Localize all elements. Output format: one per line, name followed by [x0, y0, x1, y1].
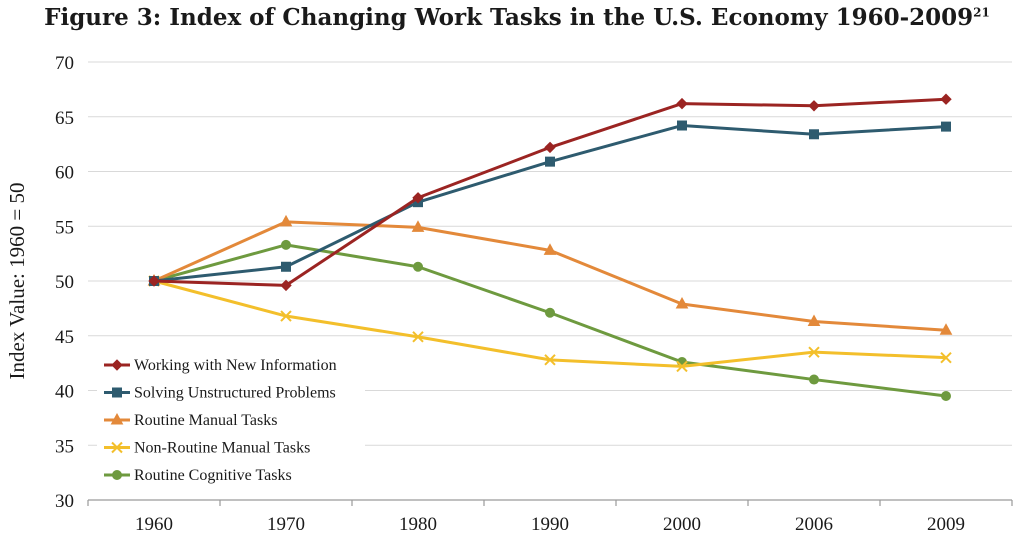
data-point-x: [808, 346, 820, 358]
x-tick-label: 1980: [399, 514, 437, 535]
data-point-x: [412, 331, 424, 343]
data-point-x: [544, 354, 556, 366]
chart-title-footnote: 21: [973, 5, 990, 20]
data-point-triangle: [110, 412, 124, 425]
y-tick-label: 70: [55, 53, 74, 74]
data-point-square: [112, 387, 122, 398]
data-point-square: [941, 121, 951, 132]
legend-item: Routine Cognitive Tasks: [104, 467, 292, 484]
legend-label: Working with New Information: [134, 357, 337, 374]
series-diamond: [148, 93, 952, 292]
legend-label: Non-Routine Manual Tasks: [134, 440, 310, 457]
data-point-circle: [112, 470, 122, 480]
data-point-diamond: [808, 100, 820, 112]
legend: Working with New Information Solving Unst…: [97, 350, 365, 488]
chart-title: Figure 3: Index of Changing Work Tasks i…: [0, 4, 1034, 31]
legend-label: Routine Manual Tasks: [134, 412, 277, 429]
y-tick-label: 60: [55, 163, 74, 184]
data-point-square: [545, 156, 555, 167]
data-point-square: [677, 120, 687, 131]
x-tick-label: 2009: [927, 514, 965, 535]
data-point-circle: [809, 374, 819, 385]
x-tick-label: 1990: [531, 514, 569, 535]
data-point-diamond: [111, 359, 123, 371]
data-point-triangle: [543, 243, 557, 255]
data-point-circle: [941, 390, 951, 401]
data-point-diamond: [676, 97, 688, 110]
data-point-x: [940, 351, 952, 364]
data-point-diamond: [412, 192, 424, 204]
data-point-circle: [281, 239, 291, 250]
series-line: [153, 97, 947, 287]
data-point-triangle: [675, 296, 689, 309]
data-point-x: [111, 441, 123, 454]
x-tick-label: 1960: [135, 514, 173, 535]
data-point-circle: [545, 307, 555, 318]
data-point-circle: [413, 261, 423, 272]
x-tick-label: 2000: [663, 514, 701, 535]
data-point-triangle: [411, 220, 425, 232]
data-point-diamond: [280, 279, 292, 292]
data-point-diamond: [148, 275, 160, 287]
data-point-triangle: [939, 323, 953, 335]
y-tick-label: 40: [55, 382, 74, 403]
y-tick-label: 50: [55, 272, 74, 293]
legend-item: Working with New Information: [104, 357, 337, 374]
y-tick-label: 35: [55, 436, 74, 457]
y-tick-label: 30: [55, 491, 74, 512]
data-point-x: [280, 310, 292, 322]
legend-item: Non-Routine Manual Tasks: [104, 440, 310, 457]
y-tick-label: 55: [55, 217, 74, 238]
data-point-triangle: [807, 314, 821, 327]
legend-label: Solving Unstructured Problems: [134, 385, 336, 402]
legend-background: [97, 350, 365, 488]
chart-title-text: Figure 3: Index of Changing Work Tasks i…: [44, 4, 974, 31]
y-tick-label: 45: [55, 327, 74, 348]
data-point-square: [281, 261, 291, 272]
y-tick-label: 65: [55, 108, 74, 129]
data-point-square: [809, 129, 819, 140]
legend-label: Routine Cognitive Tasks: [134, 467, 292, 484]
legend-item: Routine Manual Tasks: [104, 412, 277, 429]
data-point-diamond: [544, 141, 556, 154]
x-tick-label: 2006: [795, 514, 833, 535]
data-point-triangle: [279, 214, 293, 227]
series-lines: [147, 93, 953, 401]
legend-item: Solving Unstructured Problems: [104, 385, 336, 402]
data-point-diamond: [940, 93, 952, 105]
x-tick-label: 1970: [267, 514, 305, 535]
data-point-x: [676, 360, 688, 373]
axes: 30 35 40 45 50 55 60 65 70 1960 1970 1980 1990 2000 20…: [55, 53, 1013, 535]
y-axis-title: Index Value: 1960 = 50: [5, 183, 29, 380]
gridlines: [88, 61, 1012, 446]
